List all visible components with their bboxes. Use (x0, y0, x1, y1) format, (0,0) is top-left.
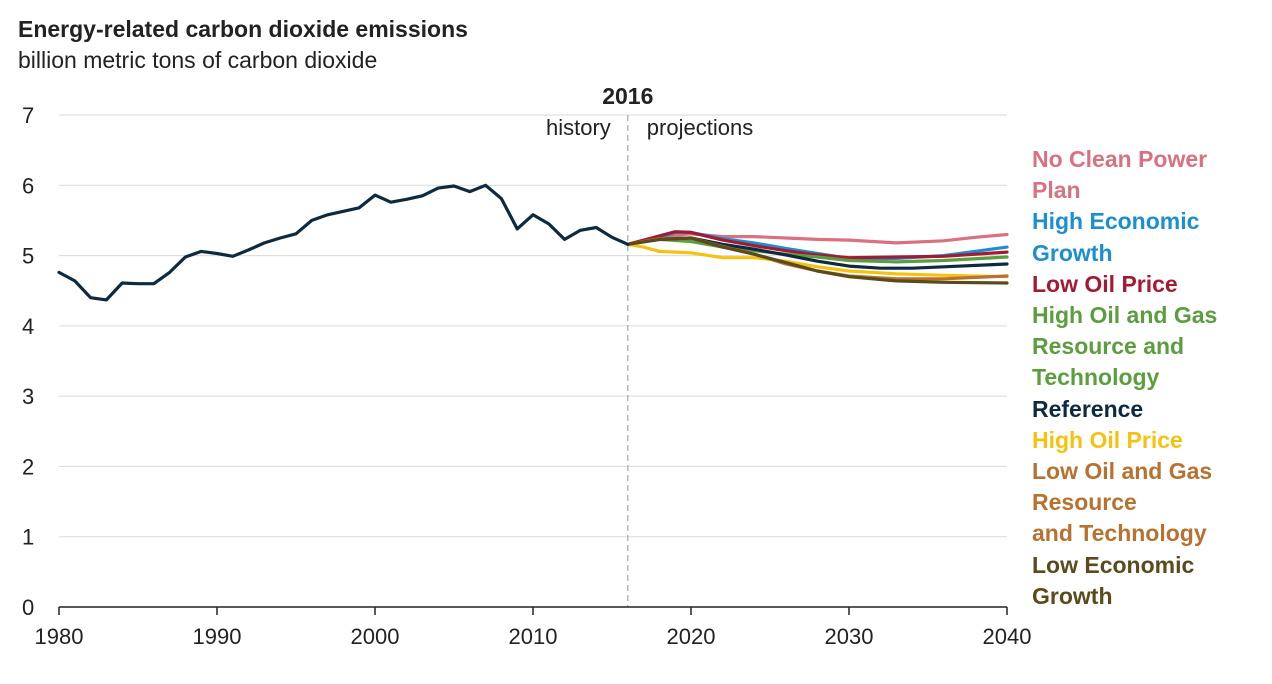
legend-label: Resource (1032, 489, 1137, 516)
x-tick-label: 2030 (825, 624, 874, 649)
x-tick-label: 2010 (509, 624, 558, 649)
chart-title: Energy-related carbon dioxide emissions (18, 16, 468, 42)
x-tick-label: 2020 (667, 624, 716, 649)
legend-label: High Economic (1032, 208, 1200, 235)
legend: No Clean Power Plan High Economic Growth Low… (1032, 144, 1268, 612)
x-tick-label: 1990 (193, 624, 242, 649)
chart-subtitle: billion metric tons of carbon dioxide (18, 47, 378, 73)
history-line (57, 183, 630, 302)
legend-label: Low Oil and Gas (1032, 458, 1213, 485)
history-projection-divider: 2016 history projections (546, 83, 753, 607)
legend-label: Reference (1032, 395, 1144, 422)
history-label: history (546, 115, 611, 140)
legend-label: Low Oil Price (1032, 270, 1178, 297)
series-line-3 (626, 237, 1009, 264)
y-tick-label: 3 (22, 384, 34, 409)
series-line-0 (626, 232, 1009, 246)
gridlines (59, 114, 1007, 538)
projections-label: projections (647, 115, 753, 140)
legend-label: Plan (1032, 177, 1081, 204)
y-tick-label: 5 (22, 244, 34, 269)
x-tick-label: 2000 (351, 624, 400, 649)
series-lines (57, 183, 1009, 302)
legend-label: No Clean Power (1032, 146, 1208, 172)
y-tick-label: 2 (22, 454, 34, 479)
y-tick-label: 6 (22, 173, 34, 198)
legend-label: Technology (1032, 364, 1160, 391)
legend-label: Resource and (1032, 333, 1185, 360)
series-line-7 (626, 236, 1009, 285)
y-tick-label: 0 (22, 595, 34, 620)
legend-label: High Oil and Gas (1032, 302, 1218, 329)
legend-label: Growth (1032, 239, 1113, 266)
legend-label: Growth (1032, 582, 1113, 609)
y-tick-label: 4 (22, 314, 34, 339)
x-tick-label: 2040 (983, 624, 1032, 649)
legend-label: Low Economic (1032, 551, 1195, 578)
y-tick-label: 7 (22, 103, 34, 128)
legend-label: High Oil Price (1032, 426, 1183, 453)
legend-label: and Technology (1032, 520, 1207, 547)
axes: 0 1 2 3 4 5 6 7 1980 1990 2000 2010 2020 2030 2040 (22, 103, 1031, 649)
y-tick-label: 1 (22, 525, 34, 550)
x-tick-label: 1980 (35, 624, 84, 649)
divider-year-label: 2016 (602, 83, 653, 109)
series-line-2 (626, 230, 1009, 260)
